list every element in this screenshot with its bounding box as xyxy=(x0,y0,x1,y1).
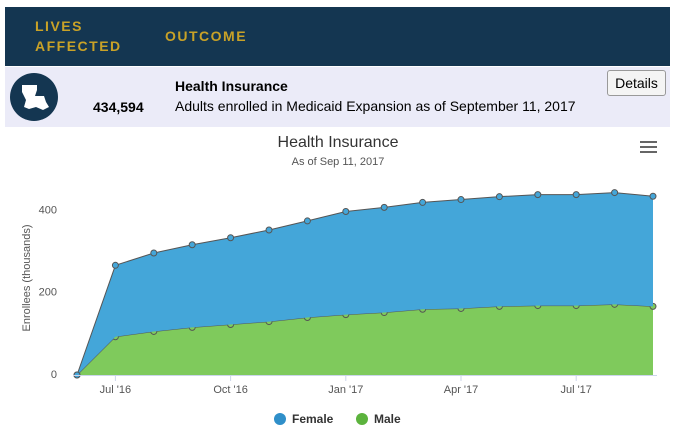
header: LIVES AFFECTED OUTCOME xyxy=(5,7,670,66)
point xyxy=(534,191,542,199)
area-line xyxy=(76,192,654,376)
menu-icon[interactable] xyxy=(640,141,657,153)
chart-title: Health Insurance xyxy=(278,134,399,151)
legend-marker xyxy=(274,413,286,425)
point xyxy=(188,241,196,249)
point xyxy=(303,217,311,225)
x-tick-label: Jul '17 xyxy=(560,384,591,396)
y-tick-label: 0 xyxy=(51,369,57,381)
y-tick-label: 400 xyxy=(39,205,57,217)
details-button[interactable]: Details xyxy=(607,70,666,96)
chart-subtitle: As of Sep 11, 2017 xyxy=(292,156,385,168)
area xyxy=(77,304,653,375)
point xyxy=(572,191,580,199)
point xyxy=(419,198,427,206)
area xyxy=(77,192,653,375)
chart: Health Insurance As of Sep 11, 2017 Enro… xyxy=(21,134,657,426)
point xyxy=(495,193,503,201)
lives-affected-value: 434,594 xyxy=(93,99,144,115)
y-tick-label: 200 xyxy=(39,287,57,299)
legend-label: Male xyxy=(374,412,401,426)
outcome-title: Health Insurance xyxy=(175,78,288,94)
point xyxy=(111,261,119,269)
outcome-description: Adults enrolled in Medicaid Expansion as… xyxy=(175,98,576,114)
lives-affected-heading: LIVES AFFECTED xyxy=(35,18,122,54)
x-tick-label: Apr '17 xyxy=(444,384,479,396)
outcome-row: 434,594 Health Insurance Adults enrolled… xyxy=(5,67,670,127)
x-tick-label: Jul '16 xyxy=(100,384,131,396)
point xyxy=(649,192,657,200)
point xyxy=(150,249,158,257)
point xyxy=(227,234,235,242)
y-axis-label: Enrollees (thousands) xyxy=(21,224,33,331)
point xyxy=(265,226,273,234)
point xyxy=(457,196,465,204)
point xyxy=(611,189,619,197)
state-icon xyxy=(10,73,58,121)
x-tick-label: Oct '16 xyxy=(213,384,248,396)
point xyxy=(342,207,350,215)
x-tick-label: Jan '17 xyxy=(328,384,363,396)
outcome-heading: OUTCOME xyxy=(165,28,248,44)
point xyxy=(380,203,388,211)
legend-label: Female xyxy=(292,412,334,426)
legend-marker xyxy=(356,413,368,425)
